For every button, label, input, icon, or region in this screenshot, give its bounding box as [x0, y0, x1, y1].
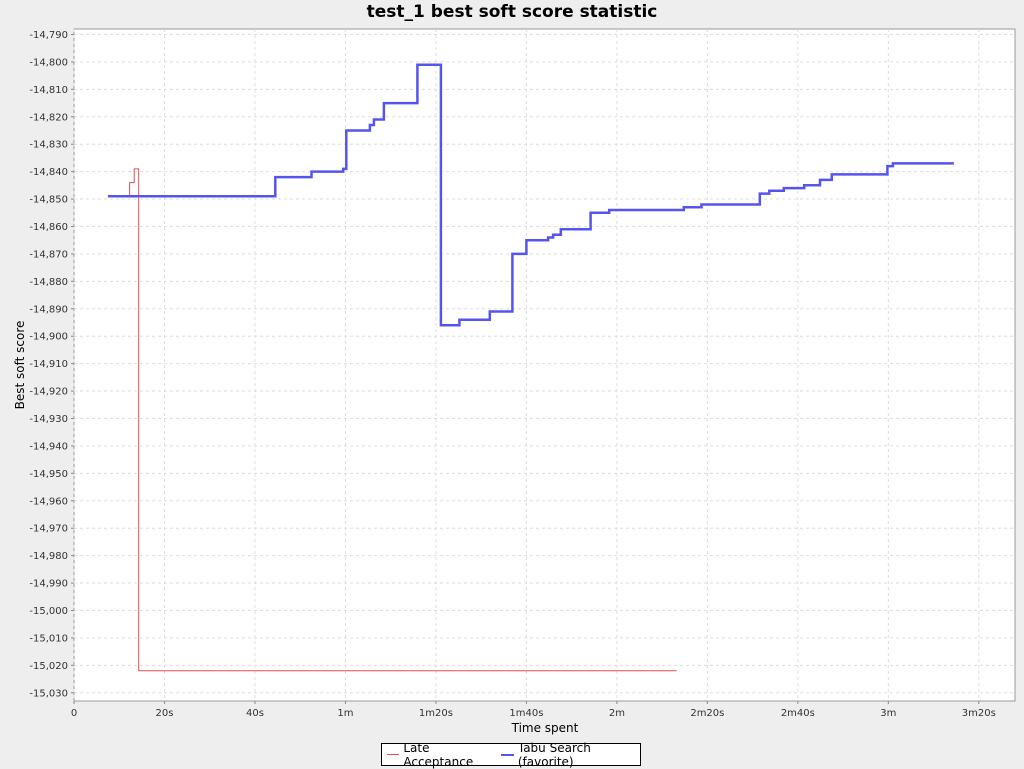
legend-item-tabu-search: Tabu Search (favorite): [501, 741, 635, 769]
plot-area: [73, 28, 1016, 702]
series-line-late-acceptance: [117, 168, 677, 672]
grid-lines: [73, 29, 1015, 701]
series-line-tabu-search-favorite: [107, 63, 954, 327]
y-tick-label: -14,840: [29, 167, 68, 178]
y-tick-label: -14,850: [29, 195, 68, 206]
y-tick-label: -14,790: [29, 30, 68, 41]
y-tick-label: -14,820: [29, 112, 68, 123]
y-tick-label: -14,970: [29, 524, 68, 535]
y-tick-label: -14,810: [29, 85, 68, 96]
y-tick-label: -14,900: [29, 332, 68, 343]
legend-item-late-acceptance: Late Acceptance: [387, 741, 491, 769]
y-tick-label: -14,950: [29, 469, 68, 480]
y-tick-label: -14,940: [29, 441, 68, 452]
y-tick-label: -14,910: [29, 359, 68, 370]
x-tick-label: 2m40s: [781, 708, 815, 719]
y-tick-label: -14,890: [29, 304, 68, 315]
y-tick-label: -14,830: [29, 140, 68, 151]
y-tick-label: -14,920: [29, 387, 68, 398]
legend-swatch-tabu-search: [501, 753, 514, 756]
y-tick-label: -15,030: [29, 688, 68, 699]
x-tick-label: 3m20s: [962, 708, 996, 719]
chart-title: test_1 best soft score statistic: [366, 2, 658, 22]
x-tick-label: 2m20s: [690, 708, 724, 719]
series-lines: [107, 63, 954, 672]
x-tick-label: 40s: [246, 708, 264, 719]
y-tick-label: -14,980: [29, 551, 68, 562]
x-axis-ticks: 0 20s 40s 1m 1m20s 1m40s 2m 2m20s 2m40s 3m 3m20s: [71, 701, 996, 719]
y-tick-label: -14,960: [29, 496, 68, 507]
legend-swatch-late-acceptance: [387, 754, 400, 755]
x-tick-label: 1m40s: [509, 708, 543, 719]
y-tick-label: -14,930: [29, 414, 68, 425]
y-tick-label: -15,000: [29, 606, 68, 617]
y-tick-label: -14,870: [29, 249, 68, 260]
y-axis-label: Best soft score: [13, 320, 27, 410]
x-tick-label: 1m20s: [419, 708, 453, 719]
x-axis-label: Time spent: [511, 721, 579, 735]
x-tick-label: 3m: [880, 708, 896, 719]
y-tick-label: -14,990: [29, 579, 68, 590]
y-tick-label: -15,020: [29, 661, 68, 672]
legend: Late Acceptance Tabu Search (favorite): [381, 741, 641, 769]
y-tick-label: -15,010: [29, 633, 68, 644]
y-tick-label: -14,880: [29, 277, 68, 288]
x-tick-label: 2m: [609, 708, 625, 719]
x-tick-label: 0: [71, 708, 77, 719]
y-axis-ticks: -14,790 -14,800 -14,810 -14,820 -14,830 -14,8…: [29, 30, 74, 699]
x-tick-label: 1m: [337, 708, 353, 719]
legend-label-late-acceptance: Late Acceptance: [403, 740, 474, 769]
y-tick-label: -14,860: [29, 222, 68, 233]
legend-label-tabu-search: Tabu Search (favorite): [517, 740, 591, 769]
y-tick-label: -14,800: [29, 57, 68, 68]
x-tick-label: 20s: [156, 708, 174, 719]
